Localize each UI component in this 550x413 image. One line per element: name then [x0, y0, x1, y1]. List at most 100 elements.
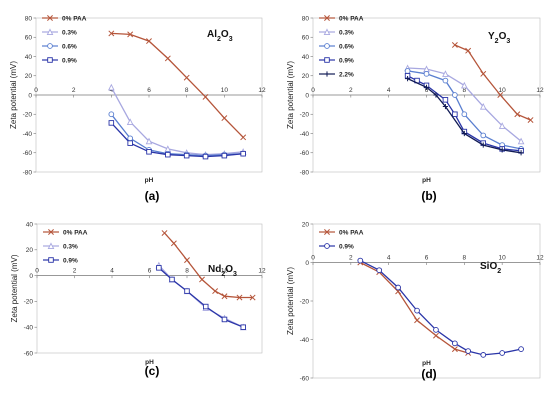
data-point [479, 102, 487, 110]
x-tick-label: 10 [221, 268, 229, 275]
x-tick-label: 2 [72, 87, 76, 94]
data-point [480, 70, 487, 77]
material-label: Y2O3 [488, 31, 510, 45]
legend-marker [47, 57, 53, 63]
y-tick-label: 40 [302, 54, 310, 61]
data-point [499, 147, 505, 153]
x-tick-label: 10 [499, 255, 507, 262]
data-point [127, 31, 134, 38]
data-point [202, 303, 209, 310]
data-point [423, 84, 430, 90]
y-tick-label: -60 [300, 150, 310, 157]
series-line [360, 260, 522, 356]
y-tick-label: 20 [302, 73, 310, 80]
data-point [480, 132, 487, 139]
data-point [212, 288, 219, 295]
series-line [111, 32, 244, 138]
x-tick-label: 12 [536, 87, 544, 94]
panel-label: (a) [145, 189, 160, 203]
series-line [110, 86, 244, 156]
y-tick-label: -80 [23, 169, 33, 176]
data-point [514, 111, 521, 118]
data-point [221, 115, 228, 122]
data-point [127, 135, 134, 142]
legend-marker [324, 243, 330, 249]
data-point [183, 152, 190, 159]
data-point [249, 294, 256, 301]
legend-entry: 0.9% [42, 57, 77, 64]
y-tick-label: -20 [300, 112, 310, 119]
material-label: Al2O3 [207, 29, 233, 43]
series-line [110, 122, 244, 158]
legend-label: 0% PAA [62, 15, 87, 22]
legend-entry: 0.3% [43, 242, 78, 250]
data-point [433, 92, 439, 98]
y-axis-title: Zeta potential (mV) [286, 61, 295, 129]
y-axis-title: Zeta potential (mV) [9, 61, 18, 129]
data-point [465, 47, 472, 54]
data-point [221, 152, 228, 159]
x-tick-label: 0 [34, 87, 38, 94]
legend-label: 0.6% [339, 43, 354, 50]
legend-marker [48, 229, 54, 235]
legend-label: 0.9% [63, 257, 78, 264]
data-point [240, 150, 246, 157]
data-point [461, 130, 467, 137]
y-tick-label: -60 [23, 150, 33, 157]
series-0-9- [357, 257, 524, 358]
x-tick-label: 4 [110, 268, 114, 275]
legend-label: 0% PAA [339, 229, 364, 236]
x-tick-label: 0 [311, 87, 315, 94]
data-point [442, 97, 449, 103]
data-point [184, 288, 190, 294]
y-tick-label: 40 [26, 221, 34, 228]
y-tick-label: -40 [24, 325, 34, 332]
data-point [442, 103, 449, 110]
x-tick-label: 2 [73, 268, 77, 275]
legend-entry: 2.2% [319, 71, 354, 78]
data-point [442, 77, 449, 84]
data-point [404, 76, 411, 82]
legend-label: 0.9% [339, 243, 354, 250]
x-axis-title: pH [422, 177, 431, 184]
data-point [452, 92, 458, 98]
legend-entry: 0.3% [42, 28, 77, 36]
legend-entry: 0.9% [319, 57, 354, 64]
data-point [497, 92, 504, 98]
series-0-paa [161, 230, 256, 301]
data-point [527, 117, 534, 123]
x-axis-title: pH [145, 177, 154, 184]
data-point [170, 240, 177, 247]
chart-panel-d: 0 2 4 6 8 10 12 -60 -40 -20 0 20 Zeta potential (mV)… [286, 221, 544, 382]
x-tick-label: 2 [349, 87, 353, 94]
y-tick-label: 20 [26, 247, 34, 254]
legend-entry: 0.9% [43, 257, 78, 264]
y-tick-label: 20 [25, 73, 33, 80]
data-point [240, 324, 246, 330]
data-point [498, 122, 506, 129]
legend-label: 0.3% [62, 29, 77, 36]
data-point [126, 118, 134, 125]
y-tick-label: 0 [305, 260, 309, 267]
data-point [465, 348, 471, 354]
panel-label: (d) [421, 367, 436, 381]
plot-area [36, 223, 263, 354]
y-tick-label: 0 [28, 92, 32, 99]
legend-entry: 0.3% [319, 28, 354, 36]
y-tick-label: 80 [302, 15, 310, 22]
data-point [517, 137, 525, 145]
legend-label: 0.9% [339, 57, 354, 64]
y-tick-label: 40 [25, 54, 33, 61]
x-tick-label: 0 [311, 255, 315, 262]
legend-marker [47, 15, 53, 21]
y-axis-title: Zeta potential (mV) [10, 254, 19, 322]
data-point [183, 74, 190, 81]
x-tick-label: 6 [148, 268, 152, 275]
series-0-3- [108, 83, 247, 158]
data-point [518, 346, 524, 352]
x-tick-label: 8 [185, 268, 189, 275]
y-tick-label: -20 [300, 298, 310, 305]
y-tick-label: 60 [25, 35, 33, 42]
y-tick-label: -40 [300, 131, 310, 138]
